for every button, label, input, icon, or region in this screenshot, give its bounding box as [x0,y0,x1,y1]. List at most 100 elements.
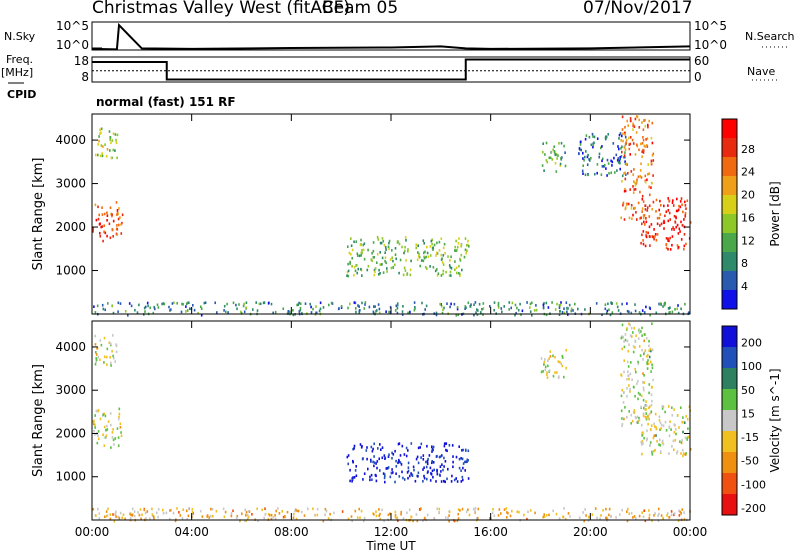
data-cell [516,510,519,513]
data-cell [514,303,517,307]
data-cell [429,479,432,482]
data-cell [362,248,365,252]
data-cell [263,301,266,304]
data-cell [637,360,639,364]
data-cell [646,137,649,140]
data-cell [105,154,108,158]
data-cell [661,439,664,443]
data-cell [436,454,438,458]
data-cell [639,175,641,178]
noise-right-tick: 10^5 [694,19,727,33]
data-cell [687,311,690,314]
data-cell [309,302,311,306]
data-cell [623,340,625,343]
data-cell [436,507,438,511]
data-cell [420,442,423,446]
data-cell [540,357,543,360]
data-cell [619,157,621,161]
data-cell [394,253,397,256]
data-cell [623,218,626,221]
data-cell [245,514,247,517]
data-cell [121,516,123,520]
data-cell [591,132,594,136]
data-cell [658,443,660,446]
data-cell [456,519,459,523]
data-cell [561,310,564,314]
data-cell [153,305,155,309]
data-cell [431,238,433,242]
data-cell [111,349,113,353]
data-cell [669,218,671,221]
data-cell [682,454,684,458]
data-cell [111,213,113,216]
data-cell [623,359,625,362]
data-cell [473,313,475,317]
data-cell [374,270,376,274]
data-cell [170,308,172,311]
data-cell [410,515,412,519]
data-cell [668,516,670,519]
colorbar-tick-label: 200 [741,337,762,350]
data-cell [389,512,391,515]
data-cell [465,306,467,309]
data-cell [650,349,652,353]
data-cell [232,509,234,513]
data-cell [211,514,214,518]
data-cell [419,446,421,449]
data-cell [673,431,676,434]
data-cell [686,438,688,441]
colorbar-tick-label: 28 [741,143,755,156]
data-cell [676,450,679,453]
data-cell [146,510,149,513]
data-cell [467,477,470,480]
data-cell [667,247,669,251]
data-cell [682,416,684,419]
data-cell [370,473,373,477]
data-cell [641,121,643,124]
data-cell [622,139,624,143]
data-cell [667,209,670,212]
nave-right-tick: 0 [694,70,702,84]
data-cell [637,415,639,419]
data-cell [668,239,670,243]
data-cell [378,268,380,272]
data-cell [428,454,431,457]
data-cell [379,241,382,245]
data-cell [663,303,666,307]
data-cell [387,455,390,458]
data-cell [648,215,651,218]
data-cell [97,434,99,437]
data-cell [621,180,623,183]
data-cell [94,311,97,314]
data-cell [432,266,435,269]
data-cell [459,272,461,276]
data-cell [442,263,445,266]
data-cell [682,430,684,434]
data-cell [560,157,562,160]
data-cell [232,301,235,305]
data-cell [366,457,368,461]
data-cell [616,169,618,172]
data-cell [651,121,654,125]
data-cell [438,240,441,244]
data-cell [438,473,441,477]
data-cell [659,438,661,442]
data-cell [156,303,159,307]
data-cell [520,313,522,316]
data-cell [381,263,383,266]
data-cell [507,511,509,515]
data-cell [676,414,679,417]
data-cell [566,307,568,310]
data-cell [553,145,555,148]
data-cell [633,385,635,389]
date-title: 07/Nov/2017 [583,0,693,18]
data-cell [442,308,444,312]
data-cell [372,460,374,464]
data-cell [244,508,246,512]
data-cell [649,428,652,431]
data-cell [660,222,663,226]
data-cell [429,466,432,470]
data-cell [130,513,132,517]
x-tick-label: 00:00 [75,525,110,539]
data-cell [443,306,445,310]
